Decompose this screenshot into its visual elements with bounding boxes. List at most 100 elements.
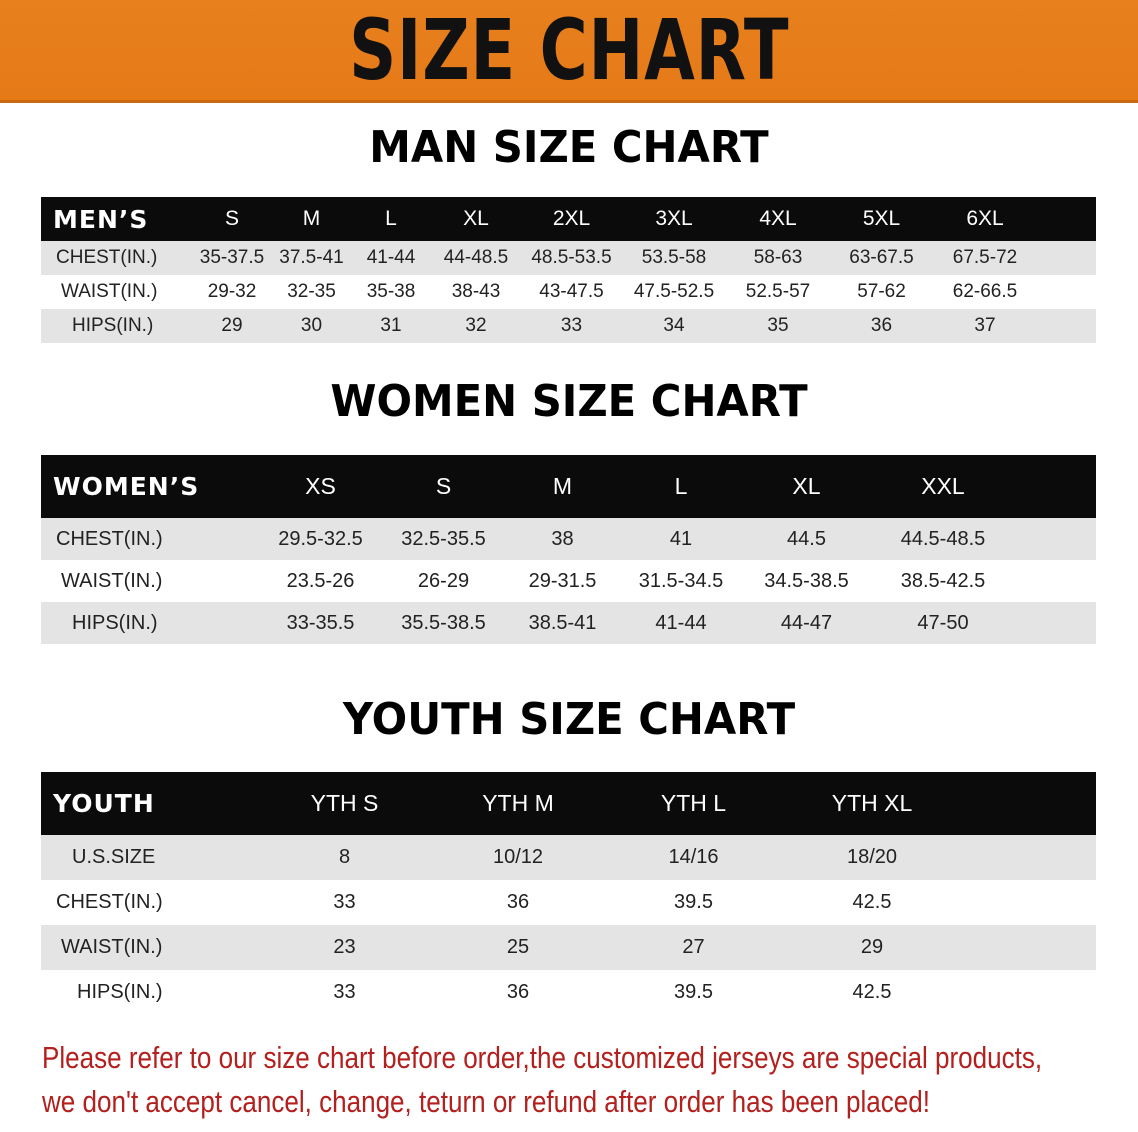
youth-section-title: YOUTH SIZE CHART (342, 694, 796, 745)
table-cell: 33 (333, 891, 356, 913)
table-header-label: YOUTH (53, 789, 155, 818)
table-cell: 34.5-38.5 (764, 569, 849, 592)
table-header-label: WOMEN’S (53, 472, 200, 501)
row-label: CHEST(IN.) (56, 891, 163, 913)
row-label: HIPS(IN.) (72, 611, 158, 634)
table-cell: 32.5-35.5 (401, 527, 486, 550)
size-column-header: L (385, 207, 397, 230)
table-row: WAIST(IN.) 23.5-26 26-29 29-31.5 31.5-34.5 34… (41, 560, 1096, 602)
table-cell: 29-31.5 (528, 569, 597, 592)
table-cell: 25 (506, 936, 530, 958)
table-cell: 32-35 (287, 281, 336, 302)
table-cell: 47-50 (917, 611, 969, 634)
header-row: YOUTH YTH S YTH M YTH L YTH XL (41, 772, 1096, 835)
row-label: WAIST(IN.) (61, 281, 158, 302)
table-cell: 23.5-26 (286, 569, 355, 592)
header-row: WOMEN’S XS S M L XL XXL (41, 455, 1096, 518)
table-cell: 38.5-42.5 (900, 569, 986, 592)
table-cell: 41-44 (655, 611, 707, 634)
table-cell: 35-38 (366, 281, 416, 302)
row-label: HIPS(IN.) (72, 315, 154, 336)
table-cell: 44-48.5 (443, 247, 509, 268)
banner: SIZE CHART (0, 0, 1138, 103)
size-column-header: YTH M (482, 790, 554, 816)
table-cell: 36 (506, 891, 530, 913)
row-label: WAIST(IN.) (61, 569, 163, 592)
table-cell: 29 (221, 315, 243, 336)
table-cell: 63-67.5 (849, 247, 914, 268)
table-cell: 41 (669, 527, 693, 550)
table-cell: 31 (380, 315, 402, 336)
women-size-table: WOMEN’S XS S M L XL XXL CHEST(IN.) 29.5-32.5 32.5… (41, 455, 1096, 644)
men-size-table: MEN’S S M L XL 2XL 3XL 4XL 5XL 6XL CHEST(IN.) 35-37… (41, 197, 1096, 343)
size-column-header: L (674, 473, 688, 499)
table-cell: 35-37.5 (199, 247, 265, 268)
notice-line: we don't accept cancel, change, teturn o… (42, 1084, 931, 1119)
size-column-header: XL (463, 207, 489, 230)
table-row: CHEST(IN.) 35-37.5 37.5-41 41-44 44-48.5 48.5… (41, 241, 1096, 275)
table-cell: 62-66.5 (952, 281, 1018, 302)
table-cell: 29 (860, 936, 884, 958)
size-column-header: 2XL (552, 207, 591, 230)
table-cell: 33 (560, 315, 583, 336)
table-cell: 33-35.5 (286, 611, 355, 634)
table-cell: 35.5-38.5 (401, 611, 486, 634)
size-column-header: S (224, 207, 239, 230)
table-row: HIPS(IN.) 33 36 39.5 42.5 (41, 970, 1096, 1015)
table-cell: 39.5 (674, 981, 713, 1003)
table-row: HIPS(IN.) 29 30 31 32 33 34 35 36 37 (41, 309, 1096, 343)
table-cell: 44.5-48.5 (900, 527, 986, 550)
page-title: SIZE CHART (348, 1, 790, 99)
size-column-header: YTH L (660, 790, 727, 816)
size-column-header: 3XL (655, 207, 693, 230)
table-cell: 35 (767, 315, 789, 336)
row-label: CHEST(IN.) (56, 247, 158, 268)
women-section-title: WOMEN SIZE CHART (330, 376, 808, 427)
size-column-header: XL (792, 473, 821, 499)
table-row: U.S.SIZE 8 10/12 14/16 18/20 (41, 835, 1096, 880)
table-cell: 57-62 (857, 281, 906, 302)
row-label: HIPS(IN.) (77, 981, 163, 1003)
table-cell: 29.5-32.5 (278, 527, 363, 550)
table-cell: 34 (663, 315, 685, 336)
table-cell: 38 (551, 527, 574, 550)
table-cell: 52.5-57 (745, 281, 811, 302)
table-cell: 42.5 (852, 981, 892, 1003)
size-column-header: XS (305, 473, 336, 499)
notice-line: Please refer to our size chart before or… (42, 1040, 1043, 1075)
table-cell: 58-63 (753, 247, 803, 268)
table-cell: 44-47 (780, 611, 833, 634)
table-cell: 18/20 (846, 846, 898, 868)
youth-size-table: YOUTH YTH S YTH M YTH L YTH XL U.S.SIZE 8 10/12… (41, 772, 1096, 1015)
row-label: CHEST(IN.) (56, 527, 163, 550)
table-cell: 23 (333, 936, 356, 958)
size-column-header: 6XL (966, 207, 1004, 230)
table-cell: 38.5-41 (528, 611, 597, 634)
table-cell: 47.5-52.5 (633, 281, 715, 302)
size-column-header: S (435, 473, 452, 499)
table-cell: 37.5-41 (279, 247, 344, 268)
table-cell: 43-47.5 (539, 281, 604, 302)
table-cell: 41-44 (366, 247, 416, 268)
size-column-header: XXL (921, 473, 965, 499)
table-cell: 37 (974, 315, 996, 336)
table-cell: 53.5-58 (641, 247, 707, 268)
table-row: CHEST(IN.) 29.5-32.5 32.5-35.5 38 41 44.5 44.5… (41, 518, 1096, 560)
table-cell: 8 (338, 846, 351, 868)
table-row: CHEST(IN.) 33 36 39.5 42.5 (41, 880, 1096, 925)
table-cell: 42.5 (852, 891, 892, 913)
table-cell: 39.5 (674, 891, 713, 913)
size-column-header: 5XL (862, 207, 901, 230)
notice: Please refer to our size chart before or… (42, 1036, 1042, 1124)
header-row: MEN’S S M L XL 2XL 3XL 4XL 5XL 6XL (41, 197, 1096, 241)
table-cell: 30 (300, 315, 323, 336)
size-column-header: YTH S (310, 790, 379, 816)
size-column-header: YTH XL (831, 790, 913, 816)
table-cell: 36 (506, 981, 530, 1003)
table-row: WAIST(IN.) 23 25 27 29 (41, 925, 1096, 970)
table-header-label: MEN’S (53, 204, 149, 234)
table-cell: 14/16 (668, 846, 719, 868)
size-column-header: M (552, 473, 573, 499)
table-cell: 33 (333, 981, 356, 1003)
row-label: U.S.SIZE (72, 846, 156, 868)
